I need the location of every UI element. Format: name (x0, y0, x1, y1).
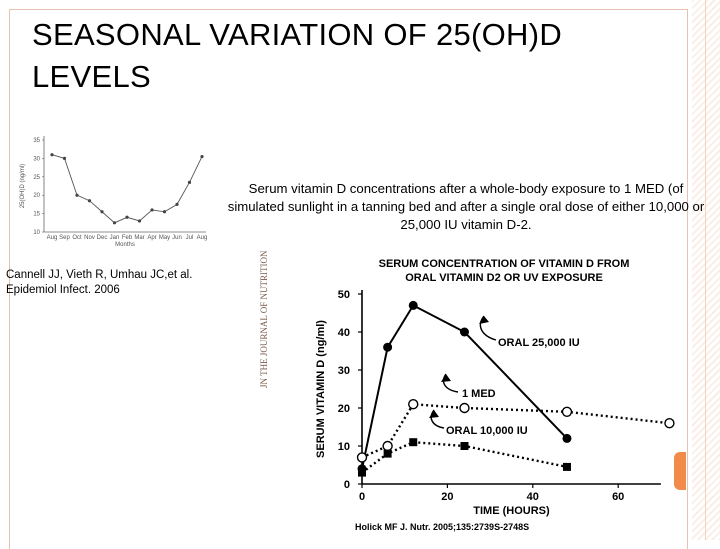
mini-data-point (187, 180, 192, 184)
series-line-2 (361, 440, 568, 474)
mini-x-tick-label: Jul (186, 235, 194, 241)
main-chart-title-line-2: ORAL VITAMIN D2 OR UV EXPOSURE (405, 272, 603, 284)
main-x-tick-label: 40 (527, 491, 539, 503)
mini-data-point (150, 208, 154, 212)
mini-data-point (100, 210, 104, 214)
mini-x-tick-label: Oct (72, 235, 82, 241)
mini-x-tick-label: Jun (172, 235, 182, 241)
mini-x-tick-label: Nov (84, 235, 95, 241)
series-label-0: ORAL 25,000 IU (498, 337, 580, 349)
data-point-oral-10000 (460, 442, 469, 450)
mini-x-tick-label: Aug (197, 235, 208, 241)
accent-tab (674, 452, 686, 490)
mini-data-point (112, 221, 117, 225)
main-x-tick-label: 60 (612, 491, 624, 503)
data-point-oral-25000 (408, 300, 418, 310)
mini-data-point (175, 202, 179, 206)
mini-data-point (50, 153, 54, 157)
mini-y-tick-label: 15 (33, 212, 40, 218)
data-point-oral-10000 (358, 468, 366, 477)
data-point-1-med (459, 402, 470, 414)
chart-caption: Serum vitamin D concentrations after a w… (227, 181, 705, 232)
main-y-tick-label: 20 (338, 403, 350, 415)
main-x-tick-label: 0 (359, 491, 365, 503)
series-label-2: ORAL 10,000 IU (446, 425, 528, 437)
journal-logo: JN THE JOURNAL OF NUTRITION (259, 250, 269, 388)
mini-x-tick-label: Feb (122, 235, 133, 241)
mini-y-tick-label: 35 (33, 138, 40, 144)
main-chart-title-line-1: SERUM CONCENTRATION OF VITAMIN D FROM (379, 258, 630, 270)
mini-y-tick-label: 25 (33, 175, 40, 181)
data-point-oral-25000 (459, 327, 469, 337)
data-point-oral-25000 (562, 433, 572, 443)
data-point-oral-25000 (383, 342, 393, 352)
series-arrowhead-1 (441, 374, 451, 382)
mini-x-tick-label: Apr (147, 235, 156, 241)
mini-data-point (62, 156, 67, 160)
decorative-side-band (692, 0, 720, 540)
mini-data-point (75, 193, 79, 197)
mini-y-tick-label: 30 (33, 156, 40, 162)
series-arrowhead-2 (429, 410, 439, 418)
series-arrowhead-0 (479, 316, 489, 324)
svg-text:JN THE JOURNAL OF NUTRITION: JN THE JOURNAL OF NUTRITION (259, 250, 269, 388)
mini-x-axis-label: Months (115, 242, 135, 248)
decorative-side-line (705, 0, 706, 540)
main-y-tick-label: 10 (338, 441, 350, 453)
data-point-1-med (561, 406, 573, 417)
mini-data-point (87, 199, 92, 203)
mini-x-tick-label: Sep (59, 235, 70, 241)
main-y-tick-label: 40 (338, 327, 350, 339)
main-y-tick-label: 50 (338, 289, 350, 301)
main-y-axis-label: SERUM VITAMIN D (ng/ml) (315, 320, 327, 458)
data-point-oral-10000 (562, 462, 571, 471)
mini-x-tick-label: Mar (134, 235, 144, 241)
slide-title: SEASONAL VARIATION OF 25(OH)D LEVELS (32, 17, 563, 94)
citation-text: Cannell JJ, Vieth R, Umhau JC,et al. Epi… (6, 269, 193, 296)
main-x-axis-label: TIME (HOURS) (473, 505, 550, 517)
mini-data-point (200, 154, 204, 159)
series-label-1: 1 MED (462, 388, 496, 400)
mini-data-point (125, 215, 129, 219)
slide-border (9, 9, 688, 549)
data-point-oral-10000 (383, 449, 392, 458)
data-point-1-med (408, 399, 419, 410)
mini-x-tick-label: Aug (47, 235, 58, 241)
mini-x-tick-label: May (159, 235, 170, 241)
mini-x-tick-label: Jan (110, 235, 120, 241)
mini-y-tick-label: 10 (33, 230, 40, 236)
reference-text: Holick MF J. Nutr. 2005;135:2739S-2748S (355, 522, 530, 532)
mini-x-tick-label: Dec (97, 235, 108, 241)
mini-y-tick-label: 20 (33, 193, 40, 199)
data-point-1-med (382, 440, 393, 452)
series-arrow-0 (479, 315, 497, 341)
mini-data-point (162, 210, 167, 214)
main-y-tick-label: 0 (344, 479, 350, 491)
data-point-oral-10000 (409, 438, 418, 447)
mini-data-point (137, 219, 142, 223)
data-point-1-med (356, 452, 368, 463)
mini-y-axis-label: 25(OH)D (ng/ml) (20, 164, 26, 208)
main-y-tick-label: 30 (338, 365, 350, 377)
main-x-tick-label: 20 (441, 491, 453, 503)
data-point-1-med (664, 418, 675, 429)
